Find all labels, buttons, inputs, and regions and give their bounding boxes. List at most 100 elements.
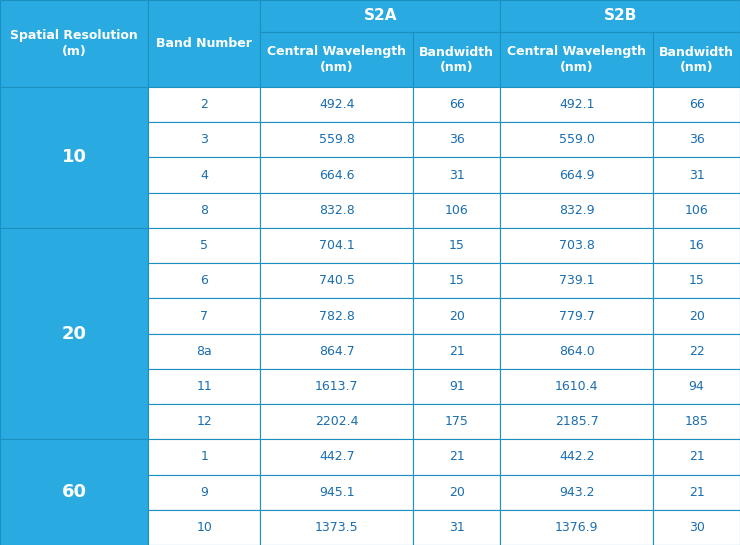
Bar	[414, 298, 500, 334]
Bar	[148, 193, 260, 228]
Text: 20: 20	[61, 325, 87, 343]
Bar	[148, 334, 260, 369]
Bar	[148, 122, 260, 158]
Text: 11: 11	[196, 380, 212, 393]
Text: 864.7: 864.7	[319, 345, 354, 358]
Bar	[0, 87, 148, 228]
Text: 66: 66	[449, 98, 465, 111]
Text: 15: 15	[689, 274, 704, 287]
Text: 832.8: 832.8	[319, 204, 354, 217]
Text: 1376.9: 1376.9	[555, 521, 599, 534]
Bar	[653, 298, 740, 334]
Text: 559.0: 559.0	[559, 134, 595, 147]
Bar	[653, 263, 740, 298]
Text: 864.0: 864.0	[559, 345, 594, 358]
Bar	[260, 439, 414, 475]
Text: 20: 20	[449, 310, 465, 323]
Bar	[148, 404, 260, 439]
Bar	[500, 228, 653, 263]
Bar	[414, 369, 500, 404]
Text: 1610.4: 1610.4	[555, 380, 599, 393]
Bar	[260, 334, 414, 369]
Text: 22: 22	[689, 345, 704, 358]
Text: 4: 4	[201, 168, 208, 181]
Text: 175: 175	[445, 415, 468, 428]
Bar	[653, 334, 740, 369]
Bar	[500, 0, 740, 32]
Bar	[148, 158, 260, 193]
Bar	[653, 475, 740, 510]
Bar	[414, 87, 500, 122]
Bar	[414, 193, 500, 228]
Bar	[260, 158, 414, 193]
Text: 21: 21	[449, 345, 465, 358]
Text: 91: 91	[449, 380, 465, 393]
Text: 1613.7: 1613.7	[315, 380, 359, 393]
Bar	[500, 122, 653, 158]
Text: 832.9: 832.9	[559, 204, 594, 217]
Bar	[260, 475, 414, 510]
Text: 2185.7: 2185.7	[555, 415, 599, 428]
Bar	[500, 475, 653, 510]
Text: 21: 21	[689, 450, 704, 463]
Text: 2: 2	[201, 98, 208, 111]
Bar	[653, 158, 740, 193]
Bar	[500, 193, 653, 228]
Text: 943.2: 943.2	[559, 486, 594, 499]
Text: 106: 106	[684, 204, 708, 217]
Text: 12: 12	[196, 415, 212, 428]
Bar	[500, 263, 653, 298]
Text: 442.7: 442.7	[319, 450, 354, 463]
Bar	[653, 32, 740, 87]
Text: 492.1: 492.1	[559, 98, 594, 111]
Text: 8: 8	[200, 204, 208, 217]
Text: 10: 10	[196, 521, 212, 534]
Bar	[500, 369, 653, 404]
Bar	[260, 87, 414, 122]
Text: 779.7: 779.7	[559, 310, 595, 323]
Bar	[260, 228, 414, 263]
Text: 442.2: 442.2	[559, 450, 594, 463]
Text: Central Wavelength
(nm): Central Wavelength (nm)	[507, 45, 646, 74]
Text: 30: 30	[689, 521, 704, 534]
Bar	[0, 228, 148, 439]
Bar	[653, 87, 740, 122]
Text: 6: 6	[201, 274, 208, 287]
Bar	[0, 439, 148, 545]
Text: 36: 36	[689, 134, 704, 147]
Text: 31: 31	[689, 168, 704, 181]
Bar	[500, 404, 653, 439]
Text: 16: 16	[689, 239, 704, 252]
Bar	[148, 228, 260, 263]
Bar	[260, 122, 414, 158]
Text: 559.8: 559.8	[319, 134, 354, 147]
Bar	[260, 510, 414, 545]
Text: 3: 3	[201, 134, 208, 147]
Text: 94: 94	[689, 380, 704, 393]
Text: 15: 15	[449, 274, 465, 287]
Bar	[260, 263, 414, 298]
Bar	[414, 475, 500, 510]
Text: 21: 21	[449, 450, 465, 463]
Text: 20: 20	[689, 310, 704, 323]
Text: 185: 185	[684, 415, 709, 428]
Bar	[260, 369, 414, 404]
Bar	[148, 510, 260, 545]
Bar	[148, 475, 260, 510]
Bar	[500, 32, 653, 87]
Text: 21: 21	[689, 486, 704, 499]
Text: 15: 15	[449, 239, 465, 252]
Text: 31: 31	[449, 521, 465, 534]
Bar	[260, 298, 414, 334]
Text: 7: 7	[200, 310, 208, 323]
Text: Central Wavelength
(nm): Central Wavelength (nm)	[267, 45, 406, 74]
Text: 739.1: 739.1	[559, 274, 594, 287]
Bar	[260, 0, 500, 32]
Text: 1373.5: 1373.5	[315, 521, 359, 534]
Bar	[148, 439, 260, 475]
Text: 36: 36	[449, 134, 465, 147]
Text: Bandwidth
(nm): Bandwidth (nm)	[659, 45, 734, 74]
Text: 106: 106	[445, 204, 468, 217]
Bar	[500, 298, 653, 334]
Text: 31: 31	[449, 168, 465, 181]
